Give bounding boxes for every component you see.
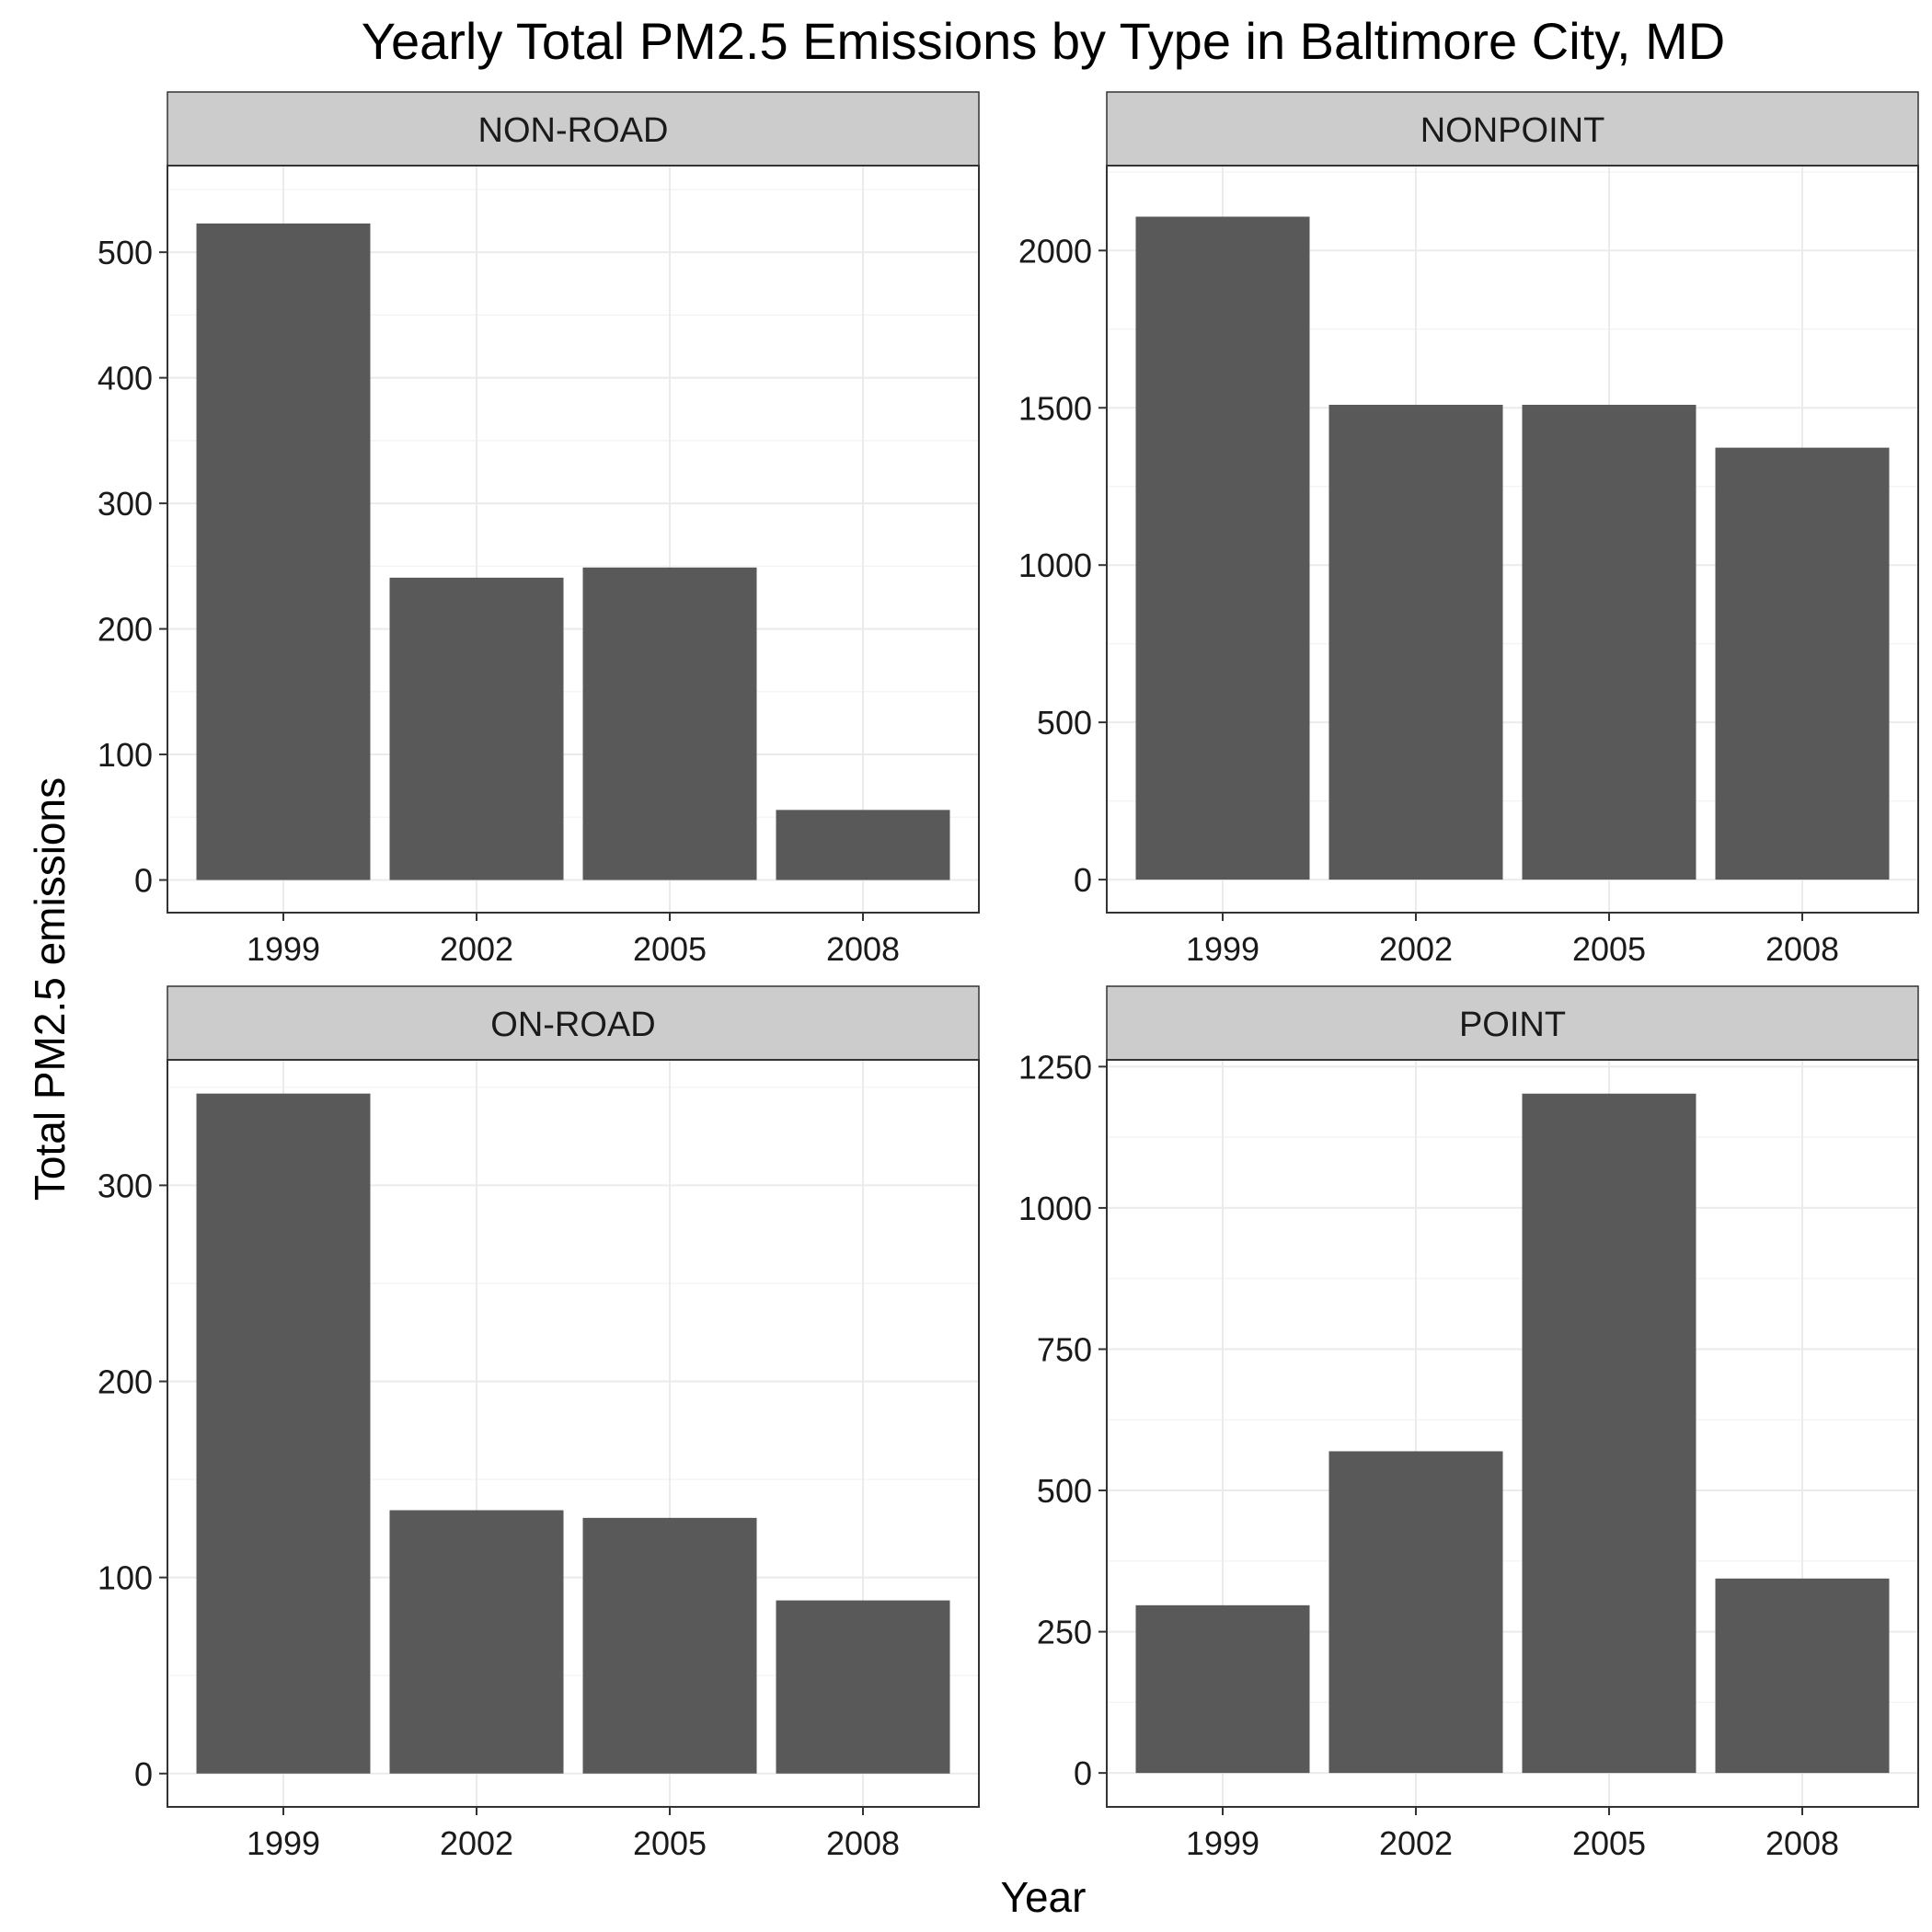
y-tick-label: 500 [98,234,153,271]
panel-border [1106,1059,1919,1808]
panel-border [167,1059,980,1808]
y-tick-label: 0 [1074,1754,1092,1792]
y-tick-label: 0 [134,1755,153,1793]
bar-nonpoint-2005 [1522,405,1696,880]
facet-panel-non-road: NON-ROAD 0 100 200 300 400 500 1999 2002 2005 2008 [98,91,980,968]
x-tick-label: 2008 [826,930,900,968]
y-axis-label: Total PM2.5 emissions [26,777,74,1201]
facet-panel-nonpoint: NONPOINT 0 500 1000 1500 2000 1999 2002 2005 2008 [1018,91,1919,968]
panel-border [1106,165,1919,914]
y-tick-label: 500 [1037,1472,1092,1510]
y-tick-label: 1000 [1018,546,1092,584]
x-tick-label: 2005 [1572,930,1646,968]
facet-strip [167,91,980,167]
x-tick-label: 2008 [1765,1824,1839,1862]
x-tick-label: 2002 [1379,1824,1453,1862]
facet-panels: NON-ROAD 0 100 200 300 400 500 1999 2002 2005 2008… [98,91,1919,1862]
bar-point-2008 [1715,1578,1890,1774]
y-tick-label: 200 [98,611,153,649]
x-tick-label: 2005 [633,1824,707,1862]
y-tick-label: 0 [1074,861,1092,899]
bar-non-road-1999 [196,223,371,880]
x-tick-label: 2005 [633,930,707,968]
y-tick-label: 100 [98,736,153,774]
bar-non-road-2005 [582,567,757,880]
facet-strip-label: ON-ROAD [490,1006,655,1044]
y-tick-label: 500 [1037,704,1092,742]
bar-nonpoint-1999 [1135,216,1310,880]
y-tick-label: 300 [98,485,153,523]
facet-strip [167,985,980,1061]
y-tick-label: 300 [98,1167,153,1204]
facet-strip [1106,985,1919,1061]
x-tick-label: 2005 [1572,1824,1646,1862]
y-tick-label: 1000 [1018,1190,1092,1227]
y-tick-label: 1250 [1018,1048,1092,1086]
panel-border [167,165,980,914]
facet-strip-label: NON-ROAD [478,111,669,150]
facet-strip-label: NONPOINT [1420,111,1605,150]
x-tick-label: 2002 [1379,930,1453,968]
x-tick-label: 2008 [826,1824,900,1862]
y-tick-label: 2000 [1018,232,1092,270]
y-tick-label: 1500 [1018,389,1092,427]
y-tick-label: 400 [98,360,153,397]
y-tick-label: 250 [1037,1614,1092,1651]
facet-strip-label: POINT [1459,1006,1566,1044]
bar-on-road-1999 [196,1093,371,1774]
x-tick-label: 2002 [440,930,513,968]
bar-on-road-2008 [776,1600,950,1774]
bar-point-2005 [1522,1093,1696,1774]
chart-title: Yearly Total PM2.5 Emissions by Type in … [362,12,1726,70]
x-tick-label: 2002 [440,1824,513,1862]
bar-nonpoint-2008 [1715,447,1890,880]
y-tick-label: 750 [1037,1330,1092,1368]
bar-point-2002 [1328,1451,1503,1774]
bar-nonpoint-2002 [1328,405,1503,880]
y-tick-label: 100 [98,1559,153,1597]
x-tick-label: 1999 [247,930,320,968]
y-tick-label: 200 [98,1363,153,1401]
x-tick-label: 1999 [247,1824,320,1862]
facet-panel-on-road: ON-ROAD 0 100 200 300 1999 2002 2005 2008 [98,985,980,1862]
x-tick-label: 2008 [1765,930,1839,968]
bar-on-road-2005 [582,1517,757,1774]
x-tick-label: 1999 [1186,930,1259,968]
bar-on-road-2002 [389,1510,564,1774]
x-tick-label: 1999 [1186,1824,1259,1862]
x-axis-label: Year [1001,1873,1087,1921]
y-tick-label: 0 [134,862,153,900]
bar-non-road-2008 [776,810,950,880]
facet-panel-point: POINT 0 250 500 750 1000 1250 1999 2002 2005 2008 [1018,985,1919,1862]
bar-point-1999 [1135,1604,1310,1774]
bar-non-road-2002 [389,577,564,880]
